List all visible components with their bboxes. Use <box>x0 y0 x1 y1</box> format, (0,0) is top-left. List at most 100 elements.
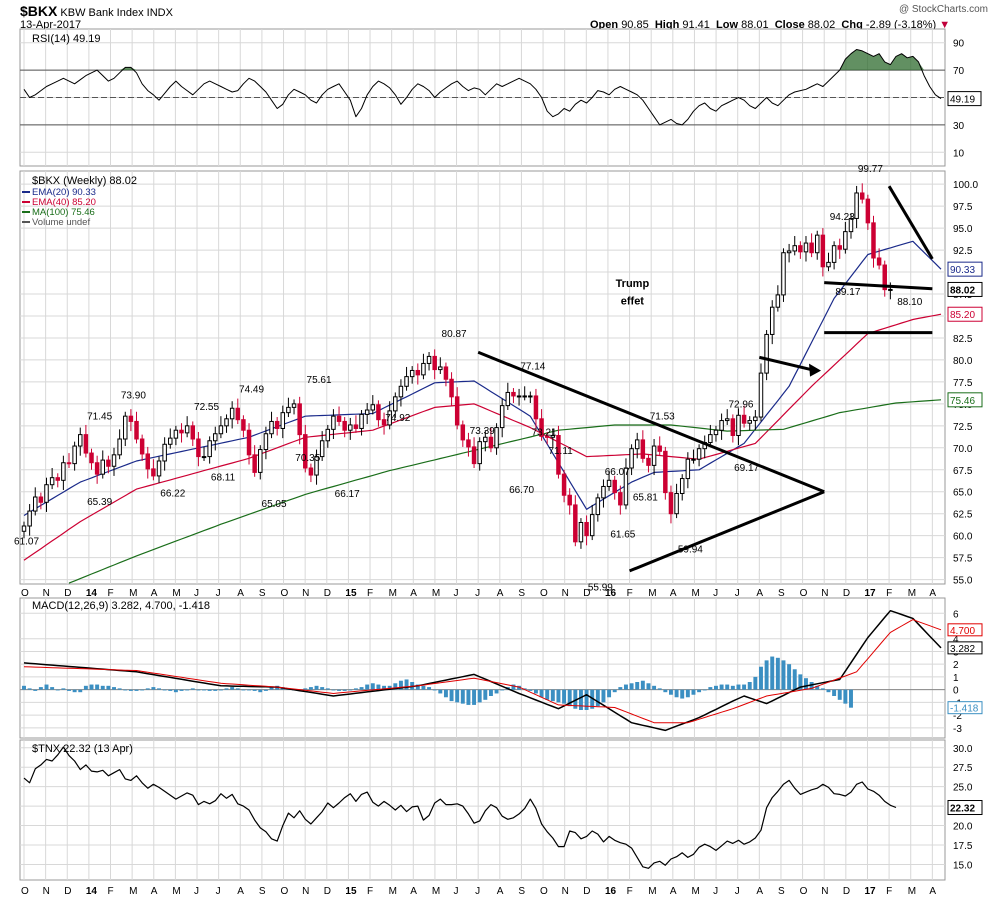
candle-body <box>173 429 179 439</box>
macd-hist-bar <box>179 689 184 691</box>
macd-hist-bar <box>781 660 786 690</box>
candle-body <box>66 462 72 465</box>
price-frame <box>19 170 946 585</box>
macd-hist-bar <box>196 689 201 691</box>
rsi-tick-label: 30 <box>953 121 965 132</box>
price-title: $BKX (Weekly) 88.02 <box>32 175 137 187</box>
macd-hist-bar <box>550 689 555 702</box>
candle-down <box>449 372 454 407</box>
price-x-label: D <box>583 588 590 599</box>
close-label: Close <box>774 19 805 31</box>
tnx-x-label: O <box>21 886 29 897</box>
candle-body <box>381 419 387 426</box>
candle-down <box>466 432 471 457</box>
macd-hist-bar <box>472 689 477 705</box>
macd-hist-bar <box>449 689 454 702</box>
candle-up <box>781 248 786 302</box>
macd-hist-bar <box>359 687 364 690</box>
macd-hist-bar <box>78 689 83 693</box>
candle-down <box>235 398 241 425</box>
candle-body <box>325 428 331 442</box>
macd-tick-label: -2 <box>953 711 962 722</box>
candle-up <box>229 401 235 429</box>
candle-up <box>21 521 27 539</box>
candle-body <box>848 217 854 233</box>
price-overlay-ema40 <box>23 313 942 561</box>
candle-down <box>454 387 460 430</box>
candle-body <box>353 424 359 429</box>
tnx-x-label: A <box>151 886 158 897</box>
macd-hist-bar <box>764 660 769 690</box>
candle-up <box>769 300 775 345</box>
high-value: 91.41 <box>682 19 710 31</box>
candle-body <box>657 445 662 452</box>
macd-hist-bar <box>657 688 662 690</box>
macd-current-box <box>947 701 983 715</box>
candle-down <box>443 362 449 387</box>
price-tick-label: 55.0 <box>953 576 973 587</box>
candle-body <box>618 492 623 506</box>
macd-hist-bar <box>798 674 803 690</box>
macd-hist-bar <box>263 689 268 691</box>
candle-body <box>477 441 482 465</box>
price-annotation: 69.17 <box>734 463 759 474</box>
candle-body <box>719 420 724 431</box>
candle-body <box>100 459 106 475</box>
candle-up <box>528 391 533 403</box>
macd-hist-bar <box>247 689 251 691</box>
price-x-label: M <box>908 588 916 599</box>
macd-hist-bar <box>117 688 122 690</box>
macd-hist-bar <box>533 689 538 694</box>
macd-hist-bar <box>438 689 443 694</box>
macd-hist-bar <box>607 689 612 698</box>
trump-label: Trump <box>616 278 650 290</box>
price-annotation: 61.07 <box>14 537 39 548</box>
rsi-line <box>23 49 942 126</box>
candle-body <box>730 418 736 436</box>
tnx-title: $TNX 22.32 (13 Apr) <box>32 743 133 755</box>
macd-hist-bar <box>140 689 145 691</box>
candle-down <box>612 475 617 500</box>
candle-up <box>550 428 556 447</box>
candle-up <box>494 423 499 455</box>
macd-hist-bar <box>421 685 426 690</box>
candle-body <box>359 413 364 429</box>
candle-body <box>736 414 741 436</box>
chart-date: 13-Apr-2017 <box>20 19 82 31</box>
candle-up <box>854 185 859 229</box>
candle-up <box>606 470 612 491</box>
macd-hist-bar <box>787 664 792 690</box>
price-x-label: 14 <box>86 588 98 599</box>
candle-body <box>494 427 499 449</box>
candle-up <box>764 330 769 381</box>
price-tick-label: 77.5 <box>953 378 973 389</box>
tnx-x-label: N <box>302 886 309 897</box>
candle-body <box>764 333 769 374</box>
candle-body <box>454 396 460 426</box>
candle-down <box>871 215 876 268</box>
candle-body <box>213 433 218 442</box>
candle-body <box>589 514 595 537</box>
candle-body <box>539 418 544 437</box>
tnx-x-label: D <box>843 886 850 897</box>
candle-down <box>151 459 156 481</box>
price-x-label: A <box>151 588 158 599</box>
candle-body <box>404 376 409 387</box>
macd-current-box <box>947 641 983 655</box>
macd-hist-bar <box>747 682 752 690</box>
candle-body <box>758 372 764 418</box>
macd-hist-bar <box>804 678 808 690</box>
macd-hist-bar <box>308 687 313 690</box>
candle-down <box>865 194 871 230</box>
price-x-label: 15 <box>345 588 357 599</box>
price-x-label: M <box>648 588 656 599</box>
candle-up <box>404 366 409 391</box>
candle-up <box>674 483 679 519</box>
tnx-x-label: A <box>497 886 504 897</box>
price-annotation: 73.39 <box>470 426 495 437</box>
macd-hist-bar <box>230 687 235 690</box>
open-label: Open <box>590 19 619 31</box>
candle-body <box>33 496 38 512</box>
candle-up <box>522 386 527 401</box>
price-x-label: M <box>691 588 699 599</box>
